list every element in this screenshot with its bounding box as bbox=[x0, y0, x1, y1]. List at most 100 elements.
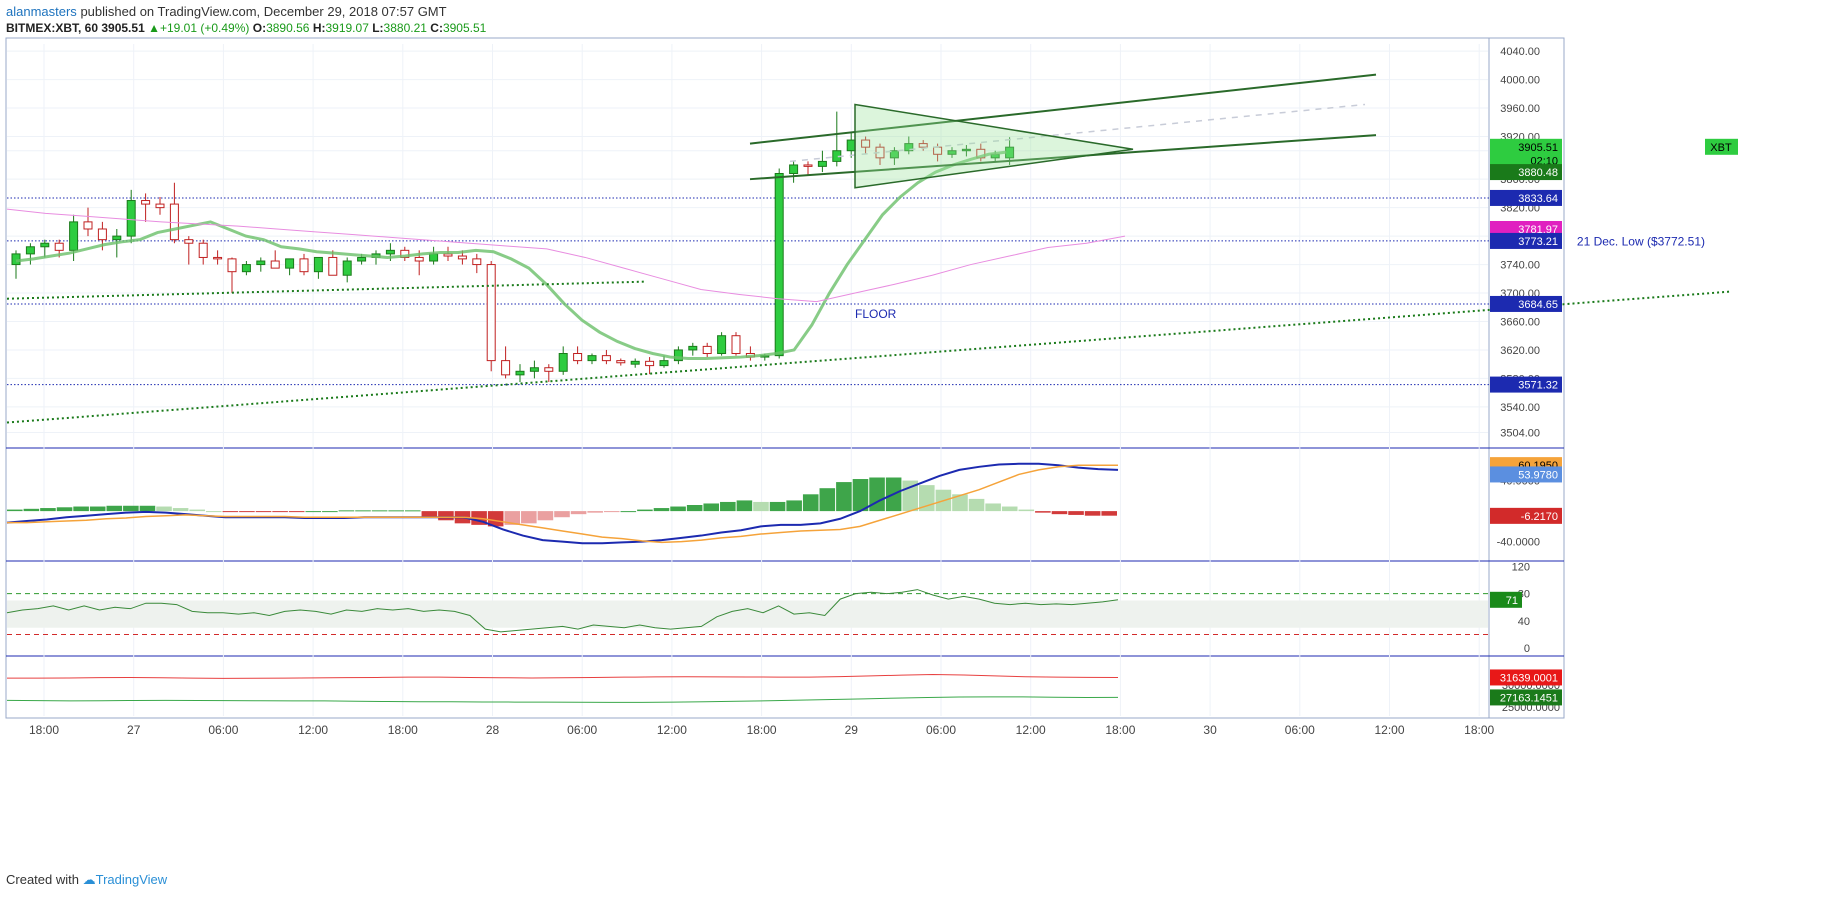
macd-histogram-bar bbox=[272, 511, 288, 513]
rsi-value-label: 71 bbox=[1506, 595, 1518, 607]
floor-annotation: FLOOR bbox=[855, 307, 897, 321]
candle-body bbox=[774, 172, 784, 357]
macd-histogram-bar bbox=[222, 511, 239, 513]
candle-body bbox=[112, 235, 122, 241]
candle-body bbox=[313, 256, 323, 273]
macd-histogram-bar bbox=[56, 507, 73, 512]
macd-value-label-bg bbox=[1490, 466, 1562, 483]
candle-body bbox=[328, 256, 338, 276]
time-tick-label: 06:00 bbox=[926, 723, 956, 737]
low-value: 3880.21 bbox=[383, 21, 427, 35]
time-tick-label: 29 bbox=[845, 723, 859, 737]
candle-body bbox=[587, 355, 597, 362]
macd-histogram-bar bbox=[603, 511, 620, 513]
price-label: 3773.21 bbox=[1518, 236, 1558, 248]
moving-average-line bbox=[6, 208, 1126, 303]
price-label-bg bbox=[1490, 189, 1562, 206]
macd-histogram-bar bbox=[355, 510, 371, 512]
price-label: 3905.51 bbox=[1518, 142, 1558, 154]
candle-body bbox=[184, 239, 194, 244]
candle-body bbox=[645, 360, 655, 367]
macd-histogram-bar bbox=[736, 500, 753, 512]
time-tick-label: 18:00 bbox=[1464, 723, 1494, 737]
price-label-bg bbox=[1490, 232, 1562, 249]
time-tick-label: 18:00 bbox=[1105, 723, 1135, 737]
macd-histogram-bar bbox=[968, 498, 985, 512]
macd-histogram-bar bbox=[172, 508, 189, 512]
candle-body bbox=[414, 256, 424, 262]
candle-body bbox=[846, 139, 856, 152]
ema-line bbox=[15, 150, 1007, 360]
macd-histogram-bar bbox=[952, 494, 968, 512]
candle-body bbox=[515, 370, 525, 376]
time-tick-label: 06:00 bbox=[567, 723, 597, 737]
macd-histogram-bar bbox=[786, 500, 802, 512]
time-tick-label: 18:00 bbox=[747, 723, 777, 737]
tradingview-logo-icon: ☁ bbox=[82, 872, 96, 887]
rsi-tick-label: 40 bbox=[1518, 616, 1530, 628]
macd-histogram-bar bbox=[487, 511, 504, 527]
time-tick-label: 18:00 bbox=[388, 723, 418, 737]
tradingview-brand[interactable]: TradingView bbox=[95, 872, 168, 887]
symbol-tag-bg bbox=[1705, 138, 1738, 155]
close-value: 3905.51 bbox=[442, 21, 487, 35]
macd-histogram-bar bbox=[769, 501, 786, 512]
macd-histogram-bar bbox=[338, 510, 355, 512]
published-text: published on TradingView.com, December 2… bbox=[80, 4, 447, 19]
candle-body bbox=[947, 150, 957, 155]
candle-body bbox=[69, 221, 79, 251]
candle-body bbox=[789, 164, 799, 174]
macd-histogram-bar bbox=[156, 506, 172, 512]
macd-histogram-bar bbox=[139, 505, 156, 512]
price-label-bg bbox=[1490, 376, 1562, 393]
author-link[interactable]: alanmasters bbox=[6, 4, 77, 19]
rsi-value-label-bg bbox=[1490, 591, 1522, 608]
signal-line bbox=[7, 464, 1118, 544]
macd-histogram-bar bbox=[322, 511, 338, 513]
last-price: 3905.51 bbox=[101, 21, 145, 35]
macd-histogram-bar bbox=[288, 511, 305, 513]
footer: Created with ☁TradingView bbox=[6, 872, 167, 888]
candle-body bbox=[529, 367, 539, 372]
macd-histogram-bar bbox=[554, 511, 570, 518]
candle-body bbox=[385, 249, 395, 255]
macd-histogram-bar bbox=[205, 511, 222, 513]
rsi-band bbox=[7, 600, 1488, 628]
close-label: C: bbox=[430, 21, 443, 35]
open-value: 3890.56 bbox=[266, 21, 310, 35]
macd-histogram-bar bbox=[570, 511, 587, 515]
candle-body bbox=[717, 335, 727, 355]
high-label: H: bbox=[312, 21, 326, 35]
macd-histogram-bar bbox=[106, 505, 123, 512]
created-with-text: Created with bbox=[6, 872, 79, 887]
macd-histogram-bar bbox=[89, 506, 106, 512]
price-tick-label: 3504.00 bbox=[1500, 427, 1540, 439]
macd-histogram-bar bbox=[521, 511, 537, 524]
dotted-trend-line-upper bbox=[6, 280, 646, 300]
macd-histogram-bar bbox=[869, 477, 885, 512]
lower-series-line bbox=[6, 696, 1119, 703]
price-change: +19.01 (+0.49%) bbox=[159, 21, 250, 35]
candle-body bbox=[501, 360, 511, 376]
candle-body bbox=[457, 255, 467, 260]
macd-histogram-bar bbox=[703, 503, 720, 512]
macd-histogram-bar bbox=[305, 511, 322, 513]
time-tick-label: 12:00 bbox=[1016, 723, 1046, 737]
macd-histogram-bar bbox=[255, 511, 272, 513]
macd-histogram-bar bbox=[637, 509, 653, 512]
macd-histogram-bar bbox=[802, 494, 819, 512]
macd-histogram-bar bbox=[1001, 506, 1018, 512]
low-label: L: bbox=[372, 21, 384, 35]
macd-histogram-bar bbox=[388, 510, 404, 512]
macd-histogram-bar bbox=[1051, 511, 1068, 515]
time-tick-label: 12:00 bbox=[298, 723, 328, 737]
macd-histogram-bar bbox=[653, 508, 670, 512]
candle-body bbox=[213, 256, 223, 260]
price-tick-label: 3960.00 bbox=[1500, 103, 1540, 115]
symbol-name[interactable]: BITMEX:XBT, 60 bbox=[6, 21, 99, 35]
candle-body bbox=[198, 242, 208, 258]
macd-histogram-bar bbox=[189, 509, 205, 512]
candle-body bbox=[169, 203, 179, 241]
open-label: O: bbox=[252, 21, 267, 35]
